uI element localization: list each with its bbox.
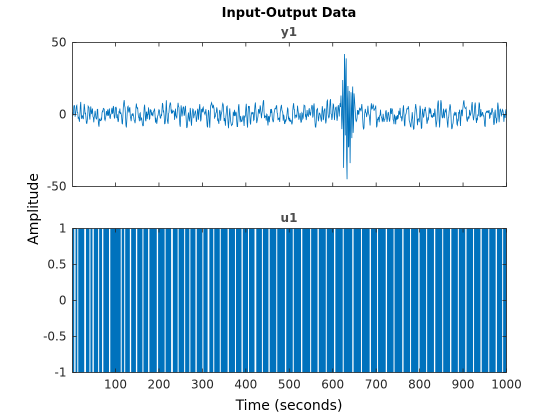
u1-gap-mark	[241, 228, 243, 373]
u1-axes: u1 1 0.5 0 -0.5 -1 100 200 300 400 500 600 700 800 9…	[43, 211, 522, 392]
y-axis-label: Amplitude	[26, 173, 42, 245]
y-tick-label: 0.5	[47, 258, 66, 272]
y-tick-label: 1	[59, 222, 67, 236]
y-tick-label: -0.5	[43, 330, 66, 344]
u1-gap-mark	[402, 228, 404, 373]
y-tick-label: 0	[59, 108, 67, 122]
u1-gap-mark	[108, 228, 111, 373]
u1-gap-mark	[227, 228, 229, 373]
u1-gap-mark	[360, 228, 362, 373]
y-tick-label: 0	[59, 294, 67, 308]
u1-x-ticks: 100 200 300 400 500 600 700 800 900 1000	[104, 228, 522, 392]
u1-gap-mark	[98, 228, 100, 373]
u1-gap-mark	[369, 228, 371, 373]
u1-gap-mark	[465, 228, 467, 373]
u1-gap-mark	[219, 228, 221, 373]
u1-gap-mark	[120, 228, 122, 373]
u1-gap-mark	[426, 228, 428, 373]
u1-gap-mark	[124, 228, 126, 373]
u1-gap-mark	[292, 228, 294, 373]
u1-gap-mark	[195, 228, 197, 373]
u1-gap-mark	[352, 228, 354, 373]
u1-gap-mark	[77, 228, 79, 373]
u1-y-ticks: 1 0.5 0 -0.5 -1	[43, 222, 507, 380]
u1-gap-mark	[488, 228, 490, 373]
x-tick-label: 700	[365, 378, 388, 392]
u1-gap-mark	[213, 228, 215, 373]
u1-gap-mark	[473, 228, 475, 373]
u1-gap-mark	[385, 228, 388, 373]
y1-x-ticks	[115, 42, 507, 187]
u1-axes-title: u1	[281, 211, 298, 225]
u1-gap-mark	[457, 228, 459, 373]
u1-gap-mark	[102, 228, 104, 373]
u1-gap-mark	[442, 228, 444, 373]
u1-gap-mark	[156, 228, 159, 373]
u1-series-group	[72, 228, 507, 373]
y1-series-group	[72, 54, 507, 180]
u1-gap-mark	[325, 228, 327, 373]
x-tick-label: 100	[104, 378, 127, 392]
u1-gap-mark	[89, 228, 91, 373]
u1-gap-mark	[189, 228, 191, 373]
x-tick-label: 1000	[491, 378, 522, 392]
u1-gap-mark	[184, 228, 186, 373]
u1-gap-mark	[268, 228, 270, 373]
u1-gap-mark	[450, 228, 452, 373]
u1-gap-mark	[248, 228, 250, 373]
x-tick-label: 400	[234, 378, 257, 392]
u1-gap-mark	[301, 228, 303, 373]
u1-gap-mark	[377, 228, 379, 373]
x-tick-label: 300	[191, 378, 214, 392]
x-tick-label: 600	[321, 378, 344, 392]
figure-title: Input-Output Data	[222, 6, 357, 21]
u1-gap-mark	[310, 228, 312, 373]
x-tick-label: 800	[408, 378, 431, 392]
x-tick-label: 900	[452, 378, 475, 392]
u1-gap-mark	[135, 228, 138, 373]
y-tick-label: -1	[55, 366, 67, 380]
u1-gap-mark	[334, 228, 336, 373]
y-tick-label: 50	[51, 36, 66, 50]
u1-gap-mark	[234, 228, 236, 373]
u1-gap-mark	[284, 228, 287, 373]
u1-gap-mark	[418, 228, 420, 373]
y1-y-ticks: 50 0 -50	[47, 36, 507, 194]
u1-gap-mark	[480, 228, 482, 373]
x-tick-label: 200	[147, 378, 170, 392]
u1-gap-mark	[410, 228, 412, 373]
u1-gap-mark	[393, 228, 395, 373]
u1-gap-mark	[342, 228, 344, 373]
x-axis-label: Time (seconds)	[235, 398, 343, 414]
u1-gap-mark	[207, 228, 210, 373]
u1-gap-mark	[317, 228, 319, 373]
u1-gap-mark	[177, 228, 179, 373]
u1-gap-mark	[92, 228, 94, 373]
u1-gap-mark	[148, 228, 150, 373]
u1-area-fill	[72, 228, 507, 373]
u1-gap-mark	[164, 228, 166, 373]
u1-gap-mark	[202, 228, 204, 373]
x-tick-label: 500	[278, 378, 301, 392]
u1-gap-mark	[142, 228, 144, 373]
u1-gap-mark	[433, 228, 436, 373]
u1-gap-mark	[254, 228, 257, 373]
u1-gap-mark	[84, 228, 86, 373]
u1-gap-mark	[129, 228, 132, 373]
y1-axes-title: y1	[281, 25, 297, 39]
u1-gap-mark	[171, 228, 173, 373]
y-tick-label: -50	[47, 180, 67, 194]
y1-axes: y1 50 0 -50	[47, 25, 507, 194]
y1-series-line	[72, 54, 507, 180]
u1-gap-mark	[495, 228, 497, 373]
u1-gap-mark	[276, 228, 278, 373]
u1-gap-mark	[261, 228, 263, 373]
